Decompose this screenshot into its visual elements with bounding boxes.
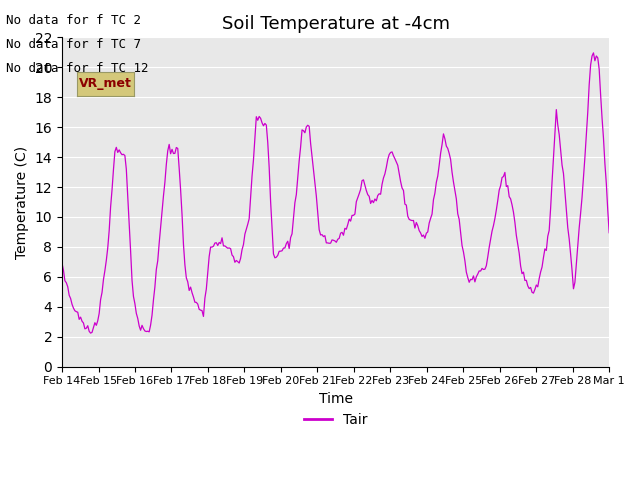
Text: No data for f TC 7: No data for f TC 7 [6,38,141,51]
Text: VR_met: VR_met [79,77,132,91]
Title: Soil Temperature at -4cm: Soil Temperature at -4cm [221,15,450,33]
Text: No data for f TC 2: No data for f TC 2 [6,14,141,27]
X-axis label: Time: Time [319,392,353,406]
Text: No data for f TC 12: No data for f TC 12 [6,62,149,75]
Legend: Tair: Tair [298,407,373,432]
Y-axis label: Temperature (C): Temperature (C) [15,145,29,259]
